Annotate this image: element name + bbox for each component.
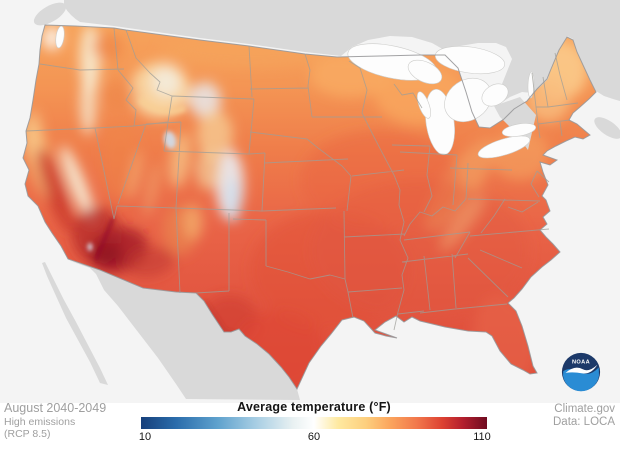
- data-source-credit: Data: LOCA: [553, 416, 615, 428]
- tick-min: 10: [138, 431, 152, 443]
- us-outline: [22, 24, 597, 391]
- tick-max: 110: [473, 431, 491, 443]
- map-credits-left: August 2040-2049 High emissions (RCP 8.5…: [4, 401, 106, 440]
- map-credits-right: Climate.gov Data: LOCA: [553, 403, 615, 429]
- state-borders: [25, 27, 579, 331]
- footer: August 2040-2049 High emissions (RCP 8.5…: [0, 400, 620, 450]
- tick-mid: 60: [307, 431, 321, 443]
- river-valleys: [87, 97, 241, 336]
- noaa-seagull-icon: [565, 364, 598, 374]
- scenario-label: High emissions: [4, 416, 76, 428]
- period-label: August 2040-2049: [4, 401, 107, 415]
- noaa-logo-text: NOAA: [572, 359, 590, 365]
- great-lakes: [55, 25, 537, 159]
- us-region: [23, 25, 596, 389]
- noaa-logo: NOAA: [561, 352, 601, 392]
- mexico-region: [42, 260, 300, 400]
- legend-title: Average temperature (°F): [237, 400, 391, 414]
- temperature-legend: Average temperature (°F) 10 60 110: [139, 400, 491, 443]
- site-credit: Climate.gov: [554, 403, 615, 415]
- us-temperature-map: [22, 0, 620, 400]
- scenario-detail-label: (RCP 8.5): [4, 428, 51, 440]
- map-area: [0, 0, 620, 403]
- temperature-colorbar: [141, 417, 487, 429]
